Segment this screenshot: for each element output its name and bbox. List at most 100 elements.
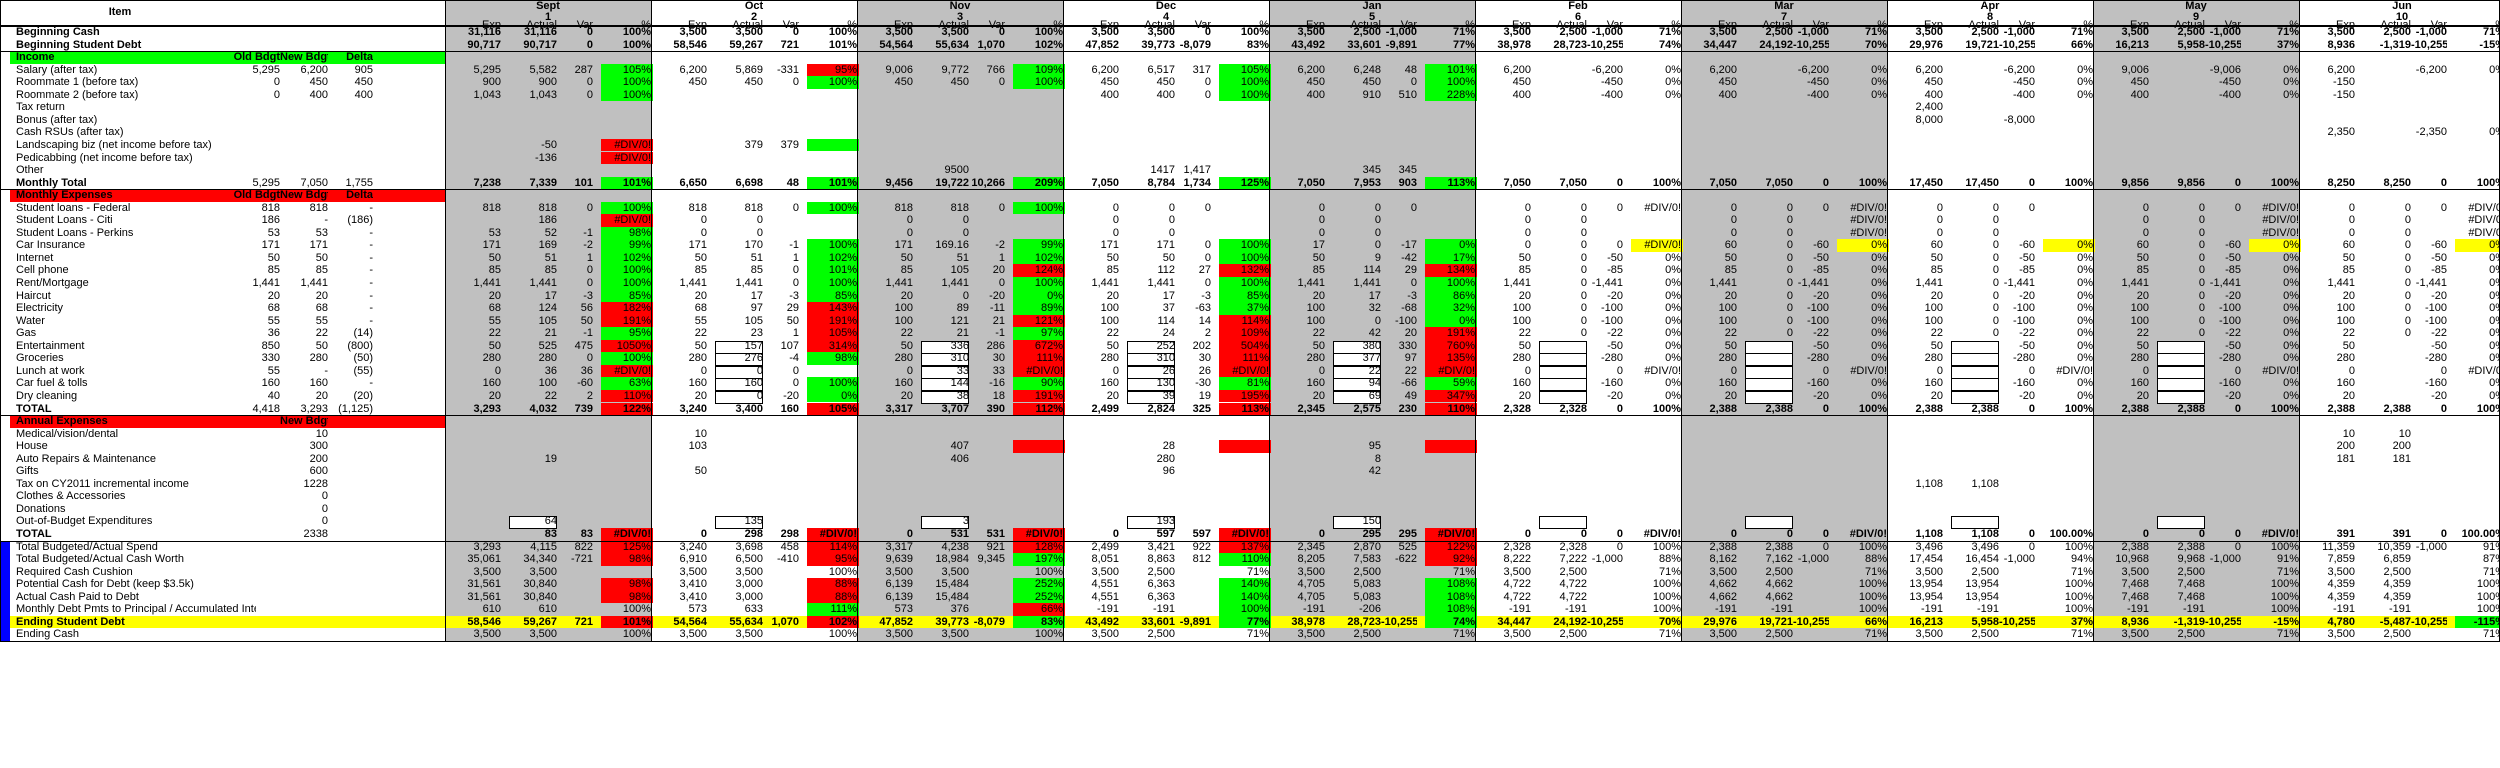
- cell-pct[interactable]: 0%: [2283, 76, 2299, 89]
- cell-actual[interactable]: 0: [1992, 239, 1999, 252]
- cell-pct[interactable]: 0%: [841, 389, 857, 402]
- cell-exp[interactable]: 43,492: [1291, 38, 1325, 51]
- budget-column-value[interactable]: 4,418: [252, 402, 280, 415]
- cell-pct[interactable]: 71%: [1658, 565, 1681, 578]
- cell-exp[interactable]: 450: [1924, 76, 1943, 89]
- cell-pct[interactable]: 101%: [1446, 63, 1475, 76]
- cell-exp[interactable]: 3,500: [1915, 26, 1943, 38]
- actual-input-box[interactable]: [1333, 365, 1381, 379]
- cell-exp[interactable]: 0: [1318, 214, 1325, 227]
- actual-input-box[interactable]: [1333, 353, 1381, 367]
- cell-var[interactable]: 0: [2234, 201, 2241, 214]
- cell-var[interactable]: -1,441: [1797, 277, 1829, 289]
- cell-exp[interactable]: 0: [1524, 239, 1531, 252]
- cell-exp[interactable]: 3,500: [679, 565, 707, 578]
- cell-pct[interactable]: 0%: [2077, 264, 2093, 277]
- cell-actual[interactable]: 32: [1368, 302, 1381, 315]
- cell-actual[interactable]: 2,388: [1765, 540, 1793, 553]
- cell-pct[interactable]: 100%: [1652, 540, 1681, 553]
- cell-exp[interactable]: 0: [2348, 364, 2355, 377]
- cell-exp[interactable]: -191: [1302, 603, 1325, 616]
- cell-pct[interactable]: 0%: [2489, 389, 2500, 402]
- cell-actual[interactable]: 193: [1156, 515, 1175, 528]
- cell-var[interactable]: 325: [1192, 402, 1211, 415]
- actual-input-box[interactable]: [921, 516, 969, 530]
- cell-actual[interactable]: 298: [744, 528, 763, 540]
- cell-pct[interactable]: 101%: [622, 615, 651, 628]
- header-month-name[interactable]: Jun: [2392, 0, 2412, 12]
- cell-pct[interactable]: 71%: [1246, 628, 1269, 641]
- cell-var[interactable]: 20: [992, 264, 1005, 277]
- cell-actual[interactable]: 8,250: [2383, 176, 2411, 189]
- cell-exp[interactable]: 8,222: [1503, 553, 1531, 566]
- cell-actual[interactable]: 7,583: [1353, 553, 1381, 566]
- cell-pct[interactable]: 98%: [628, 590, 651, 603]
- cell-actual[interactable]: 0: [1580, 226, 1587, 239]
- cell-pct[interactable]: 100%: [622, 88, 651, 101]
- cell-exp[interactable]: 31,561: [467, 590, 501, 603]
- cell-pct[interactable]: #DIV/0!: [1850, 201, 1887, 214]
- cell-pct[interactable]: 0%: [1665, 352, 1681, 365]
- cell-exp[interactable]: 68: [488, 302, 501, 315]
- cell-actual[interactable]: 2,388: [1765, 402, 1793, 415]
- cell-var[interactable]: 458: [780, 540, 799, 553]
- cell-pct[interactable]: 112%: [1035, 402, 1063, 415]
- cell-exp[interactable]: 171: [1100, 239, 1119, 252]
- cell-exp[interactable]: 2,328: [1503, 540, 1531, 553]
- cell-actual[interactable]: 3,500: [529, 565, 557, 578]
- budget-column-value[interactable]: 0: [273, 88, 280, 101]
- cell-exp[interactable]: 20: [1312, 389, 1325, 402]
- cell-exp[interactable]: 7,050: [1709, 176, 1737, 189]
- cell-var[interactable]: -400: [2218, 88, 2241, 101]
- cell-var[interactable]: -22: [2019, 327, 2035, 340]
- cell-actual[interactable]: 6,363: [1147, 578, 1175, 591]
- cell-exp[interactable]: 100: [1924, 302, 1943, 315]
- cell-pct[interactable]: 0%: [1665, 277, 1681, 289]
- cell-exp[interactable]: -191: [1920, 603, 1943, 616]
- cell-actual[interactable]: 2,500: [1147, 628, 1175, 641]
- cell-actual[interactable]: 3,500: [735, 565, 763, 578]
- cell-var[interactable]: -1,000: [2209, 553, 2241, 566]
- budget-column-value[interactable]: Delta: [346, 189, 373, 202]
- cell-pct[interactable]: 100%: [622, 26, 651, 38]
- cell-actual[interactable]: 3,500: [941, 628, 969, 641]
- cell-exp[interactable]: 85: [2342, 264, 2355, 277]
- cell-actual[interactable]: 1,108: [1971, 477, 1999, 490]
- cell-actual[interactable]: 0: [2404, 214, 2411, 227]
- cell-actual[interactable]: 1,441: [735, 277, 763, 289]
- cell-actual[interactable]: 8,863: [1147, 553, 1175, 566]
- cell-var[interactable]: 27: [1198, 264, 1211, 277]
- budget-column-value[interactable]: 1228: [303, 477, 328, 490]
- cell-pct[interactable]: 100%: [1034, 201, 1063, 214]
- cell-var[interactable]: 1,070: [977, 38, 1005, 51]
- cell-pct[interactable]: 100%: [1240, 603, 1269, 616]
- cell-exp[interactable]: 100: [2336, 302, 2355, 315]
- cell-exp[interactable]: 6,139: [885, 578, 913, 591]
- cell-exp[interactable]: 0: [1524, 201, 1531, 214]
- cell-actual[interactable]: 17: [1162, 289, 1175, 302]
- cell-pct[interactable]: 97%: [1040, 327, 1063, 340]
- cell-exp[interactable]: -191: [2126, 603, 2149, 616]
- cell-actual[interactable]: 276: [744, 352, 763, 365]
- cell-var[interactable]: 379: [780, 138, 799, 151]
- cell-exp[interactable]: 2,350: [2327, 126, 2355, 139]
- cell-exp[interactable]: 2,328: [1503, 402, 1531, 415]
- cell-pct[interactable]: 111%: [1036, 352, 1063, 365]
- cell-actual[interactable]: 39: [1162, 389, 1175, 402]
- cell-pct[interactable]: 100%: [1858, 402, 1887, 415]
- cell-pct[interactable]: #DIV/0!: [1026, 364, 1063, 377]
- cell-pct[interactable]: 100%: [1858, 540, 1887, 553]
- cell-exp[interactable]: 8,205: [1297, 553, 1325, 566]
- cell-var[interactable]: 1: [792, 327, 799, 340]
- cell-pct[interactable]: #DIV/0!: [613, 528, 651, 540]
- actual-input-box[interactable]: [1951, 390, 1999, 404]
- cell-actual[interactable]: 2,388: [1971, 402, 1999, 415]
- cell-pct[interactable]: 135%: [1446, 352, 1475, 365]
- budget-column-value[interactable]: 330: [261, 352, 280, 365]
- cell-exp[interactable]: 450: [1512, 76, 1531, 89]
- cell-exp[interactable]: 8,000: [1915, 113, 1943, 126]
- row-label[interactable]: Student loans - Federal: [16, 201, 131, 214]
- cell-pct[interactable]: 101%: [828, 38, 857, 51]
- cell-exp[interactable]: 50: [488, 251, 501, 264]
- budget-column-value[interactable]: 68: [315, 302, 328, 315]
